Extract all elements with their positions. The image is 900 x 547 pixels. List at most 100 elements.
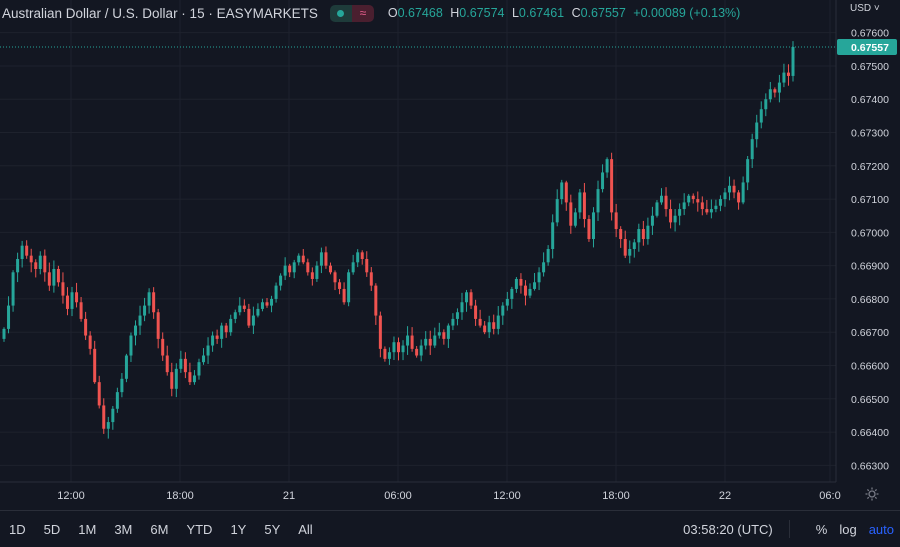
candle-body [632, 242, 636, 250]
ohlc-values: O0.67468 H0.67574 L0.67461 C0.67557 +0.0… [388, 6, 744, 20]
candle-body [773, 89, 777, 93]
timeframe-6m[interactable]: 6M [150, 521, 169, 537]
candle-body [247, 308, 251, 326]
candle-body [52, 268, 56, 286]
candle-body [768, 89, 772, 100]
time-tick-label: 06:0 [819, 490, 840, 502]
timeframe-5y[interactable]: 5Y [264, 521, 281, 537]
candle-body [723, 192, 727, 200]
candle-body [211, 335, 215, 346]
time-tick-label: 06:00 [384, 490, 412, 502]
candle-body [20, 245, 24, 259]
price-tick-label: 0.66900 [851, 261, 889, 273]
wave-icon: ≈ [351, 4, 374, 22]
timeframe-ytd[interactable]: YTD [186, 521, 213, 537]
candle-body [542, 262, 546, 273]
candle-body [197, 362, 201, 376]
time-tick-label: 22 [719, 490, 731, 502]
percent-scale-toggle[interactable]: % [815, 521, 828, 537]
candle-body [401, 345, 405, 353]
candle-body [696, 199, 700, 203]
candle-body [510, 288, 514, 299]
candle-body [183, 358, 187, 373]
price-tick-label: 0.66700 [851, 327, 889, 339]
candle-body [251, 315, 255, 326]
candle-body [732, 185, 736, 193]
candle-body [442, 332, 446, 339]
gear-icon[interactable] [864, 486, 880, 502]
candle-body [537, 272, 541, 283]
divider [788, 520, 790, 538]
candle-body [415, 348, 419, 356]
timeframe-1d[interactable]: 1D [9, 521, 26, 537]
candle-body [451, 318, 455, 326]
candle-body [220, 325, 224, 339]
time-tick-label: 18:00 [602, 490, 630, 502]
candle-body [505, 298, 509, 306]
candle-body [170, 372, 174, 389]
candle-body [646, 225, 650, 240]
timeframe-5d[interactable]: 5D [43, 521, 61, 537]
status-pill[interactable]: ≈ [329, 4, 374, 22]
candle-body [156, 312, 160, 339]
candle-body [29, 255, 33, 263]
candle-body [229, 318, 233, 333]
candle-body [786, 72, 790, 76]
price-tick-label: 0.67600 [851, 28, 889, 40]
currency-selector[interactable]: USD ˅ [850, 3, 880, 14]
log-scale-toggle[interactable]: log [839, 521, 857, 537]
candle-body [428, 338, 432, 346]
auto-scale-toggle[interactable]: auto [868, 521, 894, 537]
bottom-toolbar: 1D 5D 1M 3M 6M YTD 1Y 5Y All 03:58:20 (U… [0, 510, 900, 547]
candle-body [582, 192, 586, 220]
price-tick-label: 0.66400 [851, 427, 889, 439]
price-tick-label: 0.67500 [851, 61, 889, 73]
candle-body [492, 322, 496, 329]
candle-body [750, 139, 754, 160]
candle-body [138, 315, 142, 326]
candle-body [120, 378, 124, 393]
candle-body [474, 305, 478, 319]
candle-body [288, 265, 292, 273]
price-tick-label: 0.67300 [851, 128, 889, 140]
candle-body [469, 292, 473, 306]
timeframe-1y[interactable]: 1Y [230, 521, 247, 537]
candle-body [315, 265, 319, 279]
candle-body [623, 239, 627, 256]
candle-body [206, 345, 210, 356]
candle-body [188, 372, 192, 383]
candle-body [641, 229, 645, 240]
candle-body [165, 355, 169, 373]
candle-body [528, 288, 532, 296]
timeframe-3m[interactable]: 3M [114, 521, 133, 537]
candle-body [655, 202, 659, 216]
candle-body [279, 275, 283, 286]
price-tick-label: 0.66300 [851, 460, 889, 472]
candle-body [374, 285, 378, 316]
candle-body [628, 249, 632, 256]
time-tick-label: 12:00 [57, 490, 85, 502]
timeframe-1m[interactable]: 1M [78, 521, 97, 537]
candle-body [619, 229, 623, 240]
candle-body [319, 252, 323, 266]
candle-body [383, 348, 387, 359]
candle-body [496, 315, 500, 329]
utc-clock[interactable]: 03:58:20 (UTC) [683, 521, 773, 537]
ohlc-close-key: C [571, 6, 581, 20]
timeframe-all[interactable]: All [298, 521, 313, 537]
candle-body [75, 292, 79, 303]
candle-body [115, 392, 119, 409]
ohlc-low-value: 0.67461 [518, 6, 565, 20]
candle-body [283, 265, 287, 276]
ohlc-open-value: 0.67468 [397, 6, 443, 20]
candle-body [419, 345, 423, 356]
ohlc-high-value: 0.67574 [459, 6, 505, 20]
symbol-title[interactable]: Australian Dollar / U.S. Dollar · 15 · E… [2, 5, 318, 21]
candle-body [755, 122, 759, 140]
candle-body [25, 245, 29, 256]
candle-body [406, 335, 410, 346]
ohlc-open-key: O [387, 6, 398, 20]
price-tick-label: 0.67200 [851, 161, 889, 173]
candle-body [70, 292, 74, 309]
